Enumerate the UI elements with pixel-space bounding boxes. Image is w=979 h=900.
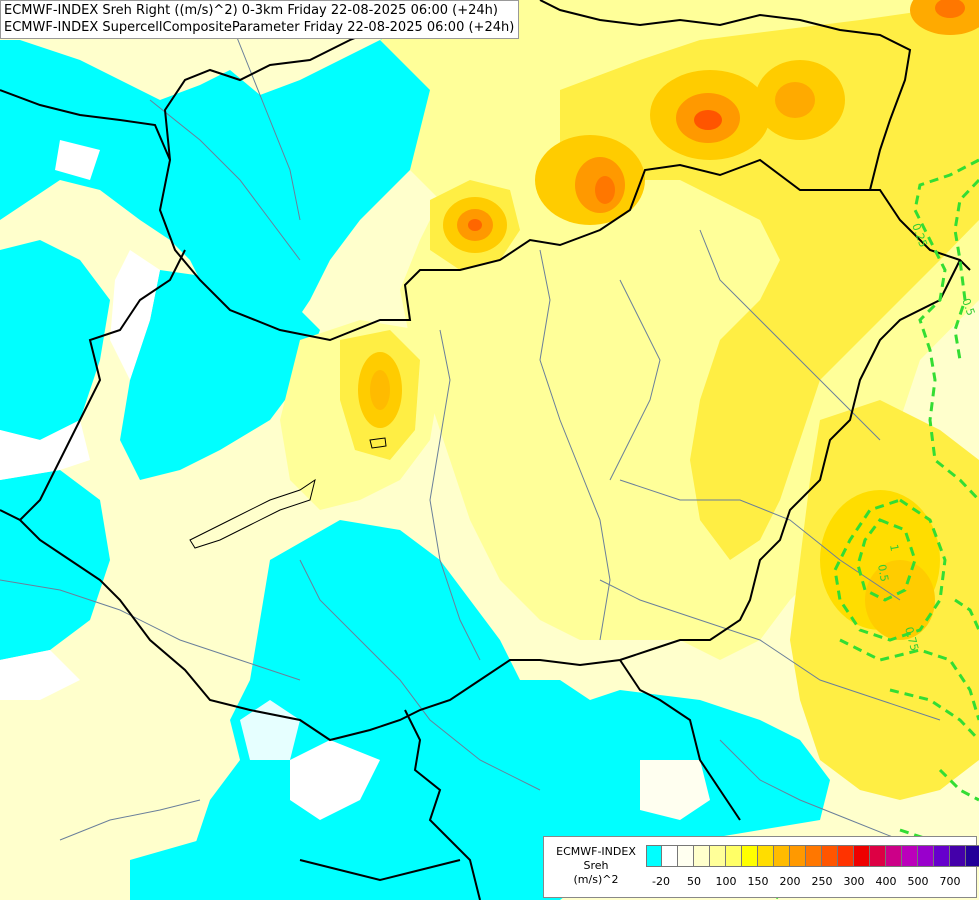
legend-color-cell bbox=[966, 845, 979, 867]
lake-balaton bbox=[189, 478, 316, 549]
scp-label: 1 bbox=[887, 543, 901, 552]
scp-label: 0.5 bbox=[875, 563, 891, 582]
color-legend: ECMWF-INDEX Sreh (m/s)^2 -20 50 100 150 200 2… bbox=[543, 836, 979, 898]
legend-line-2: Sreh bbox=[583, 859, 609, 872]
legend-color-cell bbox=[742, 845, 758, 867]
rivers bbox=[0, 19, 941, 841]
legend-tick-label: 300 bbox=[843, 875, 865, 888]
legend-tick-label: 200 bbox=[779, 875, 801, 888]
legend-color-cell bbox=[822, 845, 838, 867]
legend-color-cell bbox=[918, 845, 934, 867]
legend-color-cell bbox=[806, 845, 822, 867]
legend-color-cell bbox=[950, 845, 966, 867]
legend-line-3: (m/s)^2 bbox=[573, 873, 619, 886]
legend-line-1: ECMWF-INDEX bbox=[556, 845, 636, 858]
legend-color-bar bbox=[646, 845, 979, 867]
legend-tick-label: 250 bbox=[811, 875, 833, 888]
legend-color-cell bbox=[662, 845, 678, 867]
legend-color-cell bbox=[902, 845, 918, 867]
map-title-box: ECMWF-INDEX Sreh Right ((m/s)^2) 0-3km F… bbox=[0, 0, 520, 39]
lake-small bbox=[369, 437, 387, 449]
legend-color-cell bbox=[870, 845, 886, 867]
legend-tick-label: 700 bbox=[939, 875, 961, 888]
legend-color-cell bbox=[726, 845, 742, 867]
legend-color-cell bbox=[838, 845, 854, 867]
legend-title: ECMWF-INDEX Sreh (m/s)^2 bbox=[548, 845, 644, 887]
scp-contour-labels: 0.25 0.5 0.5 0.75 1 bbox=[875, 222, 977, 653]
sreh-zero-areas bbox=[0, 140, 380, 820]
legend-color-cell bbox=[694, 845, 710, 867]
legend-color-cell bbox=[774, 845, 790, 867]
legend-tick-label: 500 bbox=[907, 875, 929, 888]
scp-label: 0.5 bbox=[959, 297, 977, 318]
legend-tick-label: 400 bbox=[875, 875, 897, 888]
map-title-sreh: ECMWF-INDEX Sreh Right ((m/s)^2) 0-3km F… bbox=[4, 3, 498, 18]
legend-tick-label: 100 bbox=[715, 875, 737, 888]
legend-color-cell bbox=[646, 845, 662, 867]
legend-color-cell bbox=[886, 845, 902, 867]
legend-color-cell bbox=[678, 845, 694, 867]
map-title-scp: ECMWF-INDEX SupercellCompositeParameter … bbox=[4, 20, 515, 35]
legend-color-cell bbox=[758, 845, 774, 867]
legend-tick-label: 150 bbox=[747, 875, 769, 888]
legend-tick-label: -20 bbox=[652, 875, 670, 888]
legend-color-cell bbox=[790, 845, 806, 867]
legend-color-cell bbox=[934, 845, 950, 867]
legend-color-cell bbox=[710, 845, 726, 867]
scp-label: 0.75 bbox=[902, 625, 921, 652]
legend-tick-label: 50 bbox=[687, 875, 701, 888]
legend-color-cell bbox=[854, 845, 870, 867]
